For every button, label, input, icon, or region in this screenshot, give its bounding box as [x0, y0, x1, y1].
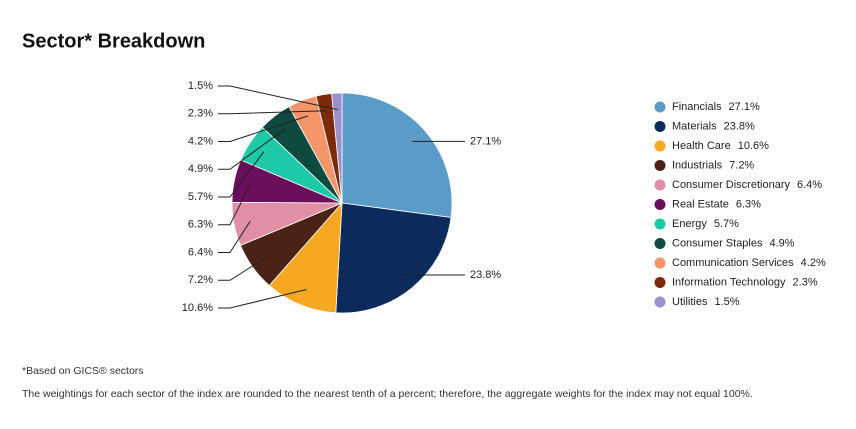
slice-label: 7.2%	[188, 274, 213, 286]
slice-label: 4.2%	[188, 135, 213, 147]
legend-entry: Information Technology 2.3%	[672, 276, 818, 288]
legend-entry: Utilities 1.5%	[672, 296, 740, 308]
legend-marker	[654, 257, 666, 269]
legend-label: Communication Services	[672, 257, 794, 269]
pie-slice	[268, 201, 343, 314]
legend-label: Energy	[672, 218, 707, 230]
legend-label: Information Technology	[672, 276, 786, 288]
legend-marker	[654, 101, 666, 113]
legend-value: 10.6%	[738, 140, 769, 152]
pie-slice	[335, 202, 452, 314]
legend-entry: Energy 5.7%	[672, 218, 739, 230]
legend-entry: Financials 27.1%	[672, 101, 760, 113]
leader-line	[218, 128, 286, 170]
chart-title: Sector* Breakdown	[22, 30, 205, 52]
slice-label: 23.8%	[470, 269, 501, 281]
pie-slice	[341, 92, 453, 218]
legend-marker	[654, 238, 666, 249]
slice-label: 27.1%	[470, 135, 501, 147]
leader-line	[218, 220, 251, 253]
legend-marker	[654, 296, 666, 308]
legend-label: Health Care	[672, 140, 731, 152]
legend-marker	[654, 179, 666, 191]
leader-line	[218, 183, 251, 226]
legend-entry: Industrials 7.2%	[672, 159, 754, 171]
legend-entry: Real Estate 6.3%	[672, 198, 761, 210]
footnote: The weightings for each sector of the in…	[22, 388, 753, 400]
legend-marker	[654, 160, 666, 171]
legend-entry: Consumer Staples 4.9%	[672, 237, 795, 249]
legend-value: 23.8%	[724, 120, 755, 132]
legend-label: Industrials	[672, 159, 723, 171]
leader-line	[218, 110, 327, 115]
legend-value: 7.2%	[729, 159, 754, 171]
legend-label: Utilities	[672, 296, 708, 308]
slice-label: 5.7%	[188, 191, 213, 203]
legend-marker	[654, 218, 666, 230]
footnote: *Based on GICS® sectors	[22, 365, 144, 377]
legend-label: Financials	[672, 101, 722, 113]
legend-label: Materials	[672, 120, 717, 132]
legend-entry: Consumer Discretionary 6.4%	[672, 179, 822, 191]
legend-entry: Communication Services 4.2%	[672, 257, 826, 269]
legend-marker	[654, 199, 666, 210]
legend-entry: Materials 23.8%	[672, 120, 755, 132]
legend-marker	[654, 277, 666, 288]
legend-value: 1.5%	[714, 296, 739, 308]
legend-label: Real Estate	[672, 198, 729, 210]
legend-marker	[654, 140, 666, 152]
legend-value: 27.1%	[729, 101, 760, 113]
legend-value: 5.7%	[714, 218, 739, 230]
leader-line	[218, 115, 309, 142]
slice-label: 4.9%	[188, 163, 213, 175]
legend-value: 4.2%	[801, 257, 826, 269]
pie-slice	[331, 92, 343, 204]
leader-line	[218, 151, 265, 198]
legend-value: 4.9%	[770, 237, 795, 249]
slice-label: 1.5%	[188, 80, 213, 92]
legend-entry: Health Care 10.6%	[672, 140, 769, 152]
leader-line	[218, 257, 267, 281]
legend-value: 6.3%	[736, 198, 761, 210]
slice-label: 2.3%	[188, 108, 213, 120]
legend-value: 6.4%	[797, 179, 822, 191]
legend-marker	[654, 121, 666, 132]
slice-label: 10.6%	[182, 302, 213, 314]
slice-label: 6.3%	[188, 219, 213, 231]
legend-value: 2.3%	[793, 276, 818, 288]
legend-label: Consumer Staples	[672, 237, 763, 249]
slice-label: 6.4%	[188, 246, 213, 258]
leader-line	[218, 289, 307, 309]
leader-line	[218, 85, 338, 111]
legend-label: Consumer Discretionary	[672, 179, 790, 191]
